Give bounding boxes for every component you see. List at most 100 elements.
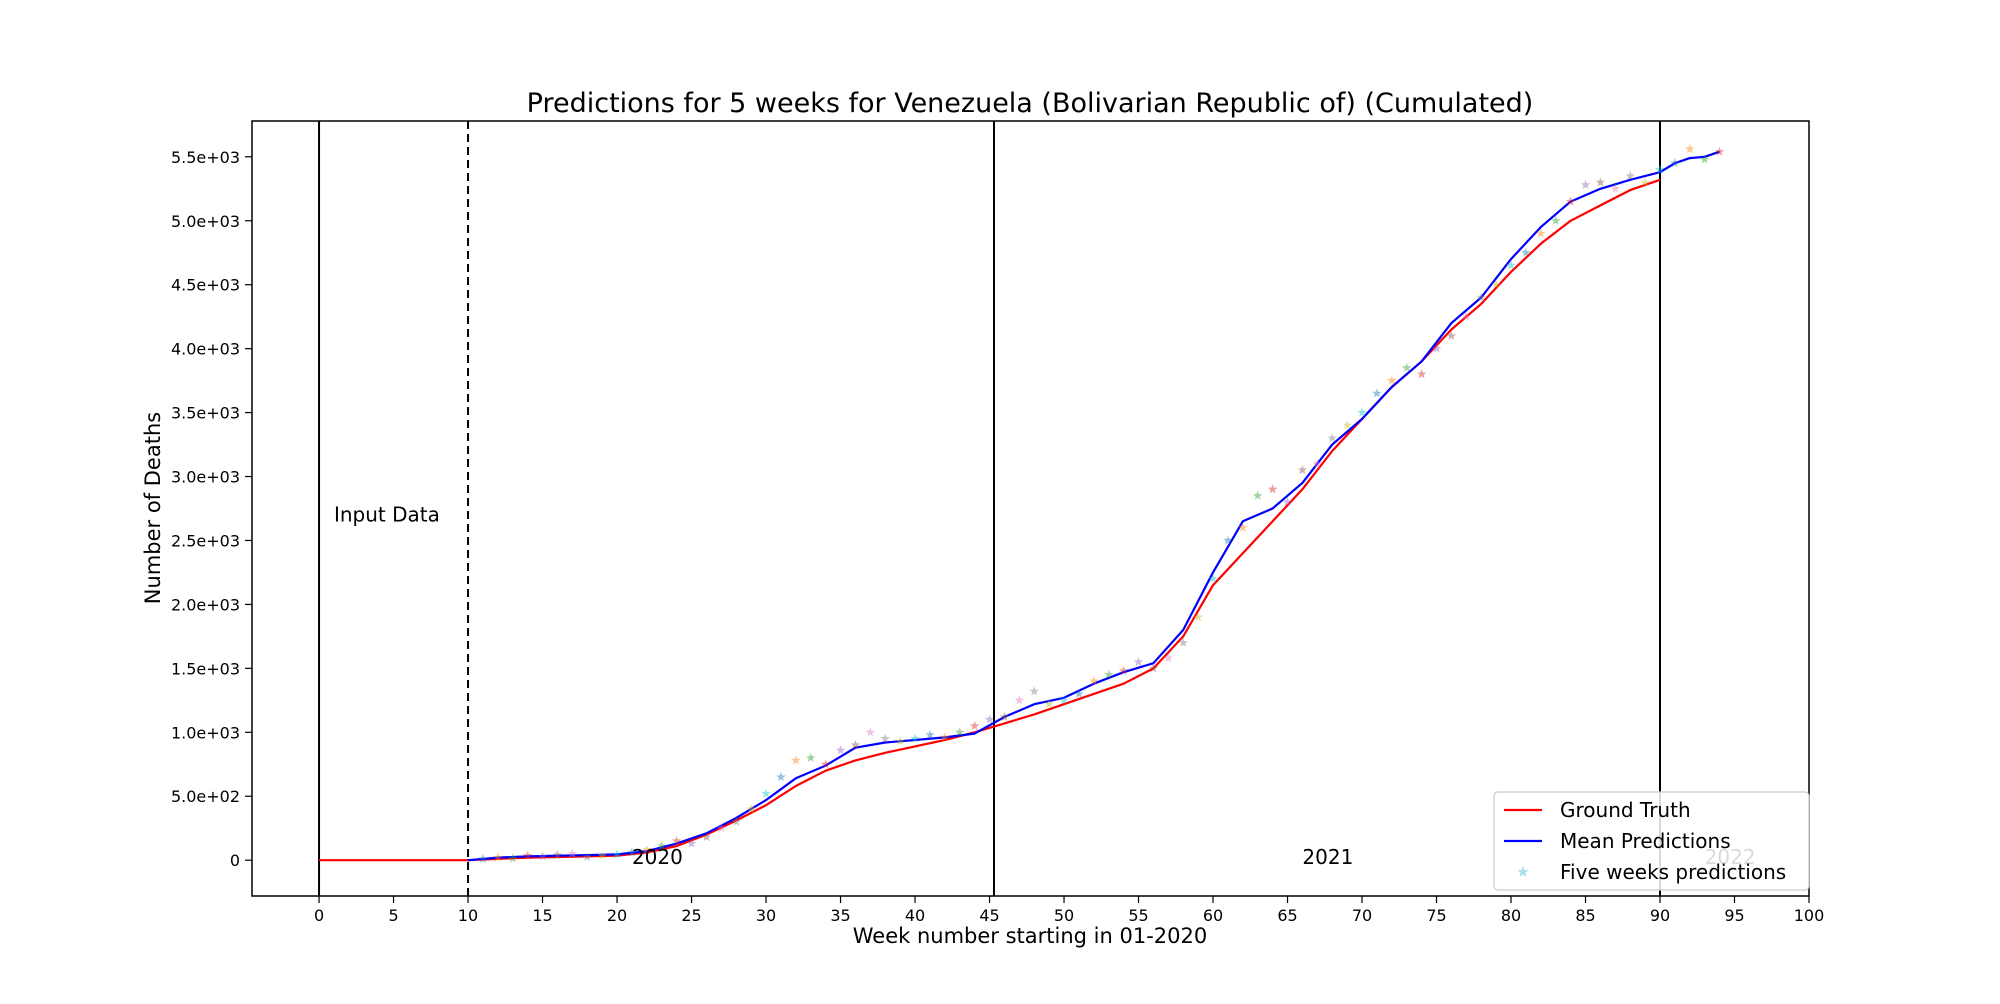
scatter-point-60 xyxy=(1372,388,1382,398)
scatter-point-66 xyxy=(1461,311,1472,321)
scatter-point-38 xyxy=(1044,699,1054,709)
x-axis: 0 5 10 15 20 25 30 35 40 45 50 55 60 65 70 75 80 85 90 95 10… xyxy=(314,896,1824,925)
x-tick-label-2: 10 xyxy=(458,906,478,925)
scatter-point-27 xyxy=(880,733,890,743)
y-tick-label-7: 3.5e+03 xyxy=(171,404,240,423)
scatter-point-9 xyxy=(612,849,622,859)
x-tick-label-1: 5 xyxy=(388,906,398,925)
scatter-point-3 xyxy=(522,850,533,860)
scatter-point-18 xyxy=(746,804,756,814)
x-tick-label-5: 25 xyxy=(681,906,701,925)
x-tick-label-3: 15 xyxy=(532,906,552,925)
y-tick-label-4: 2.0e+03 xyxy=(171,595,240,614)
scatter-point-41 xyxy=(1089,676,1099,686)
x-tick-label-11: 55 xyxy=(1128,906,1148,925)
scatter-point-46 xyxy=(1163,653,1174,663)
scatter-point-82 xyxy=(1699,154,1710,164)
x-tick-label-17: 85 xyxy=(1575,906,1595,925)
legend-marker-2 xyxy=(1517,866,1529,877)
scatter-point-50 xyxy=(1223,535,1233,545)
y-tick-label-2: 1.0e+03 xyxy=(171,723,240,742)
scatter-point-30 xyxy=(925,729,935,739)
scatter-point-12 xyxy=(657,841,667,851)
scatter-point-65 xyxy=(1446,330,1457,340)
scatter-point-79 xyxy=(1655,164,1665,174)
scatter-point-61 xyxy=(1387,375,1397,385)
x-tick-label-13: 65 xyxy=(1277,906,1297,925)
y-tick-label-8: 4.0e+03 xyxy=(171,340,240,359)
x-tick-label-16: 80 xyxy=(1501,906,1521,925)
x-tick-label-7: 35 xyxy=(830,906,850,925)
scatter-point-34 xyxy=(984,714,995,724)
scatter-point-29 xyxy=(910,733,920,743)
scatter-point-72 xyxy=(1551,215,1561,225)
scatter-point-17 xyxy=(731,816,741,826)
y-axis-label: Number of Deaths xyxy=(141,412,165,604)
scatter-point-39 xyxy=(1059,695,1069,705)
chart-title: Predictions for 5 weeks for Venezuela (B… xyxy=(527,88,1534,119)
y-tick-label-0: 0 xyxy=(230,851,240,870)
scatter-point-70 xyxy=(1521,247,1531,257)
x-tick-label-10: 50 xyxy=(1054,906,1074,925)
scatter-point-8 xyxy=(597,850,607,860)
y-tick-label-10: 5.0e+03 xyxy=(171,212,240,231)
scatter-point-73 xyxy=(1565,196,1576,206)
x-tick-label-18: 90 xyxy=(1650,906,1670,925)
scatter-point-83 xyxy=(1714,146,1725,156)
scatter-point-43 xyxy=(1118,665,1129,675)
scatter-point-58 xyxy=(1342,420,1352,430)
scatter-point-40 xyxy=(1074,688,1084,698)
scatter-point-20 xyxy=(776,772,786,782)
annotation-1: 2020 xyxy=(632,845,683,869)
annotation-0: Input Data xyxy=(334,502,440,526)
scatter-point-53 xyxy=(1267,484,1278,494)
legend: Ground Truth Mean Predictions Five weeks p… xyxy=(1493,791,1810,891)
scatter-point-69 xyxy=(1506,260,1516,270)
scatter-point-28 xyxy=(895,736,905,746)
scatter-point-33 xyxy=(969,720,980,730)
scatter-point-71 xyxy=(1536,228,1546,238)
scatter-point-64 xyxy=(1431,343,1442,353)
legend-box xyxy=(1493,791,1810,891)
scatter-point-44 xyxy=(1133,657,1144,666)
scatter-point-14 xyxy=(686,838,697,848)
scatter-point-37 xyxy=(1029,686,1039,696)
x-tick-label-9: 45 xyxy=(979,906,999,925)
plot-area xyxy=(318,121,1725,896)
scatter-point-1 xyxy=(493,852,503,862)
x-tick-label-0: 0 xyxy=(314,906,324,925)
scatter-point-36 xyxy=(1014,695,1025,705)
y-tick-label-1: 5.0e+02 xyxy=(171,787,240,806)
scatter-point-67 xyxy=(1476,292,1486,302)
scatter-point-13 xyxy=(671,836,682,846)
y-tick-label-3: 1.5e+03 xyxy=(171,659,240,678)
y-axis: 0 5.0e+02 1.0e+03 1.5e+03 2.0e+03 2.5e+03 3.0e… xyxy=(171,148,252,870)
x-tick-label-20: 100 xyxy=(1794,906,1825,925)
scatter-point-2 xyxy=(508,853,518,863)
plot-frame xyxy=(251,120,1810,897)
x-tick-label-4: 20 xyxy=(607,906,627,925)
scatter-point-51 xyxy=(1238,522,1248,532)
scatter-point-11 xyxy=(642,845,652,854)
scatter-point-68 xyxy=(1491,279,1501,289)
scatter-point-52 xyxy=(1253,490,1263,500)
scatter-point-35 xyxy=(999,712,1010,721)
y-tick-label-5: 2.5e+03 xyxy=(171,531,240,550)
legend-label-1: Mean Predictions xyxy=(1560,829,1731,853)
y-tick-label-11: 5.5e+03 xyxy=(171,148,240,167)
scatter-point-74 xyxy=(1580,179,1591,189)
y-tick-label-9: 4.5e+03 xyxy=(171,276,240,295)
scatter-point-22 xyxy=(806,752,816,762)
scatter-point-0 xyxy=(478,853,488,863)
x-tick-label-12: 60 xyxy=(1203,906,1223,925)
scatter-point-47 xyxy=(1178,637,1188,647)
legend-label-2: Five weeks predictions xyxy=(1560,860,1786,884)
scatter-point-26 xyxy=(865,727,876,737)
scatter-point-80 xyxy=(1670,158,1680,168)
series-line-0 xyxy=(319,178,1661,862)
scatter-point-75 xyxy=(1595,177,1606,187)
scatter-point-55 xyxy=(1297,465,1308,475)
x-tick-label-19: 95 xyxy=(1724,906,1744,925)
scatter-point-81 xyxy=(1685,144,1695,154)
